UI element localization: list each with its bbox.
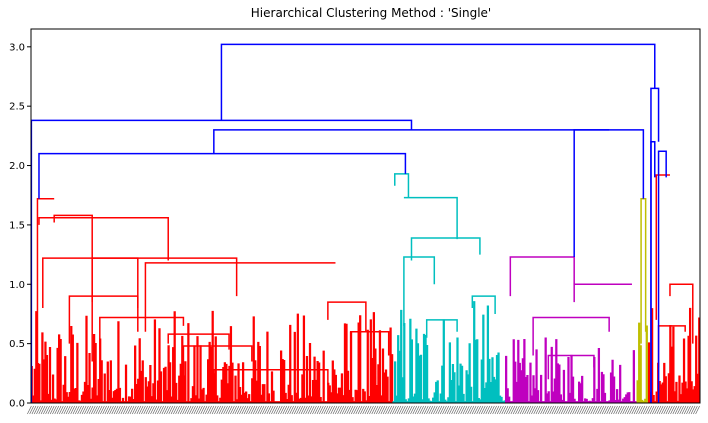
link-28	[573, 129, 645, 257]
y-tick-label: 0.5	[9, 339, 25, 350]
link-14	[403, 196, 458, 240]
link-23	[640, 198, 647, 344]
leaf-tick-labels	[27, 405, 700, 415]
x-axis-leaf-labels	[27, 405, 700, 415]
link-18	[425, 319, 458, 338]
link-24	[655, 174, 670, 320]
link-20	[573, 283, 632, 303]
link-22	[547, 354, 595, 380]
cluster-3-leaf-merges	[636, 322, 648, 403]
y-axis: 0.0 0.5 1.0 1.5 2.0 2.5 3.0	[9, 42, 31, 410]
link-7	[99, 316, 185, 350]
link-33	[657, 150, 667, 403]
cluster-2-leaf-merges	[505, 337, 637, 403]
link-27	[38, 152, 407, 199]
link-12	[349, 331, 390, 368]
chart-title: Hierarchical Clustering Method : 'Single…	[251, 6, 491, 20]
link-0	[36, 198, 55, 403]
y-tick-label: 3.0	[9, 42, 25, 53]
link-29	[213, 129, 610, 154]
link-9	[182, 345, 253, 380]
link-6	[68, 295, 139, 344]
link-17	[471, 295, 496, 314]
cluster-1-leaf-merges	[392, 301, 506, 403]
leaf-layer	[30, 301, 701, 403]
y-tick-label: 0.0	[9, 399, 25, 410]
link-5	[144, 262, 336, 332]
link-32	[650, 141, 656, 403]
cluster-4-leaf-merges	[647, 307, 701, 403]
link-25	[669, 283, 694, 344]
link-layer	[30, 43, 694, 403]
y-tick-label: 2.5	[9, 102, 25, 113]
y-tick-label: 2.0	[9, 161, 25, 172]
link-21	[532, 316, 610, 356]
link-15	[410, 237, 481, 261]
link-8	[167, 333, 230, 350]
link-2	[38, 217, 169, 261]
y-tick-label: 1.5	[9, 220, 25, 231]
link-19	[509, 256, 575, 297]
link-10	[213, 369, 329, 386]
link-3	[42, 257, 139, 332]
link-30	[30, 119, 413, 403]
link-16	[403, 256, 436, 326]
link-11	[327, 301, 367, 332]
y-tick-label: 1.0	[9, 280, 25, 291]
plot-frame	[30, 28, 701, 404]
link-13	[394, 173, 410, 198]
cluster-0-leaf-merges	[30, 310, 394, 403]
link-4	[91, 257, 238, 303]
link-34	[220, 43, 656, 121]
